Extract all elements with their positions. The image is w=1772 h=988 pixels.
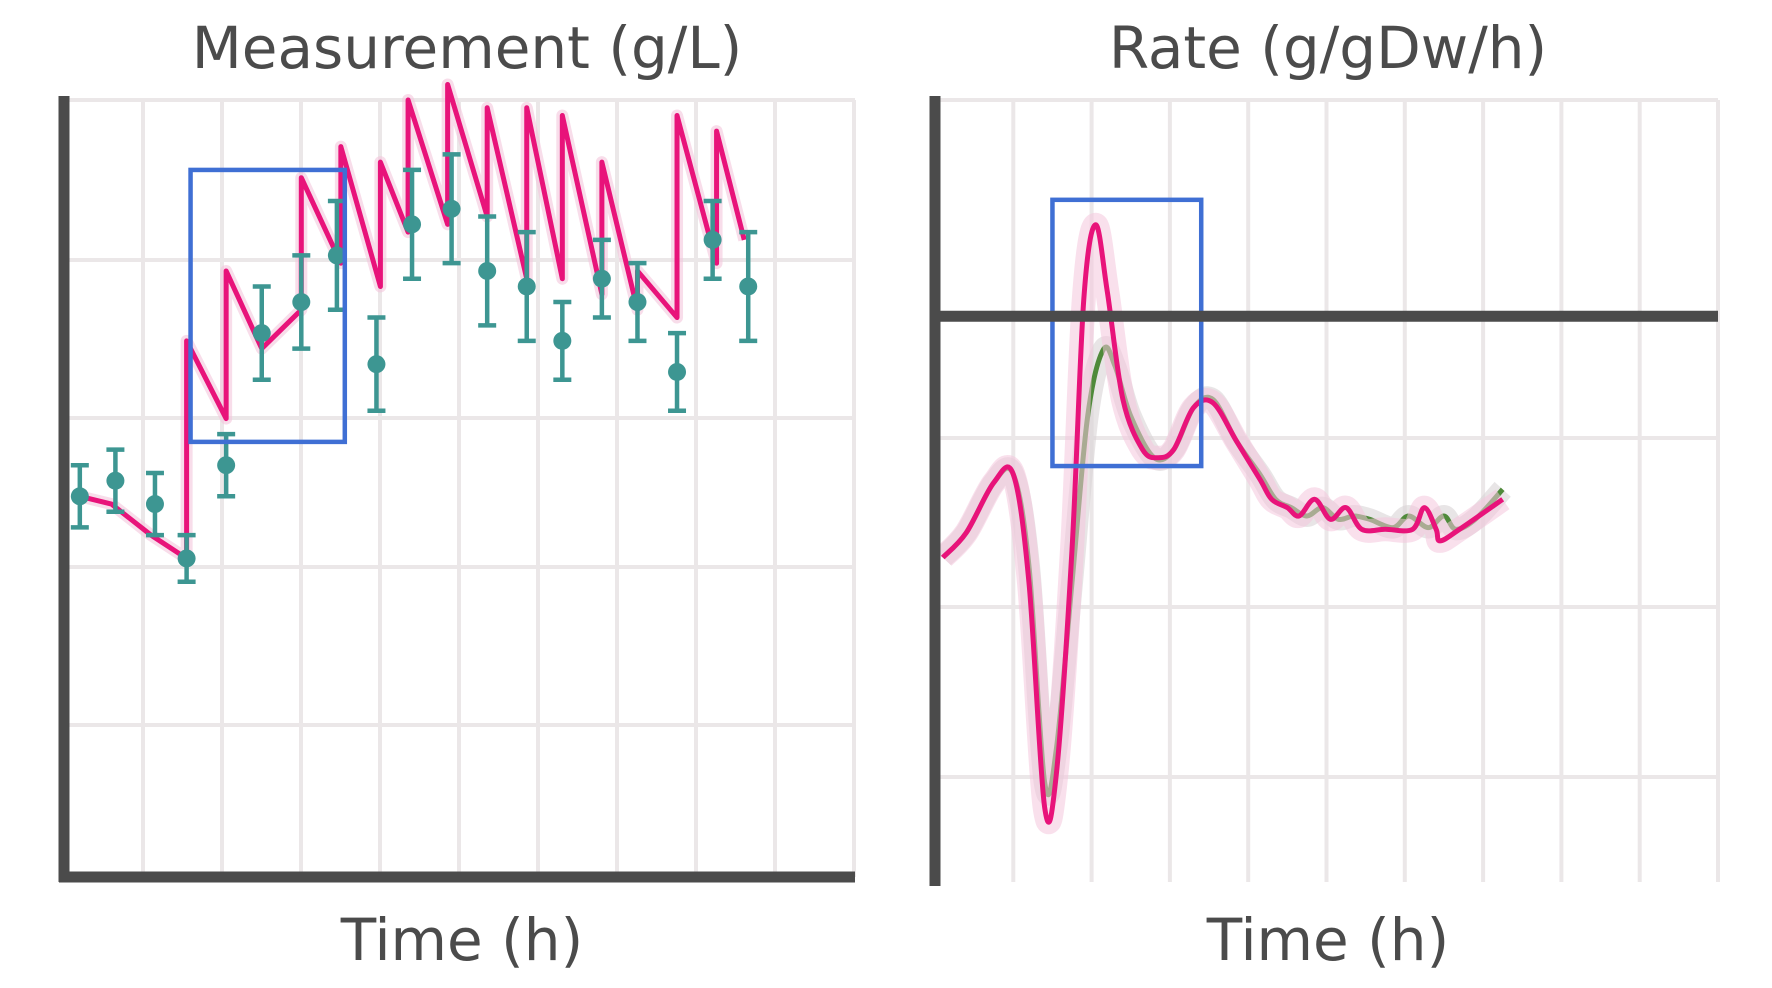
measurement-point bbox=[145, 470, 164, 538]
measurement-point bbox=[517, 229, 536, 344]
data-point bbox=[703, 230, 722, 249]
data-point bbox=[739, 277, 758, 296]
rate-title: Rate (g/gDw/h) bbox=[1109, 14, 1547, 82]
data-point bbox=[252, 324, 271, 343]
measurement-point bbox=[177, 532, 196, 584]
data-point bbox=[177, 549, 196, 568]
measurement-point bbox=[592, 237, 611, 320]
data-point bbox=[628, 293, 647, 312]
measurement-x-label: Time (h) bbox=[340, 906, 583, 974]
data-point bbox=[145, 495, 164, 514]
data-point bbox=[553, 331, 572, 350]
data-point bbox=[442, 199, 461, 218]
data-point bbox=[292, 293, 311, 312]
measurement-point bbox=[739, 229, 758, 344]
rate-model-line bbox=[934, 212, 1510, 835]
data-point bbox=[367, 355, 386, 374]
data-point bbox=[327, 246, 346, 265]
measurement-model-line bbox=[78, 78, 751, 565]
data-point bbox=[403, 215, 422, 234]
measurement-data-points bbox=[70, 152, 758, 584]
data-point bbox=[478, 261, 497, 280]
measurement-point bbox=[442, 152, 461, 266]
measurement-point bbox=[403, 167, 422, 281]
data-point bbox=[70, 487, 89, 506]
data-point bbox=[668, 362, 687, 381]
data-point bbox=[217, 456, 236, 475]
measurement-title: Measurement (g/L) bbox=[192, 14, 743, 82]
measurement-point bbox=[70, 462, 89, 530]
measurement-point bbox=[628, 260, 647, 344]
measurement-panel: Measurement (g/L) Time (h) bbox=[58, 14, 856, 974]
rate-panel: Rate (g/gDw/h) Time (h) bbox=[929, 14, 1720, 974]
model-uncertainty-band bbox=[78, 78, 751, 565]
measurement-point bbox=[703, 198, 722, 281]
data-point bbox=[106, 471, 125, 490]
rate-highlight-box bbox=[1050, 197, 1204, 469]
measurement-grid bbox=[64, 98, 856, 877]
rate-x-label: Time (h) bbox=[1206, 906, 1449, 974]
data-point bbox=[517, 277, 536, 296]
model-line bbox=[941, 222, 1505, 825]
measurement-point bbox=[367, 315, 386, 414]
measurement-point bbox=[478, 214, 497, 328]
measurement-highlight-box bbox=[188, 167, 348, 445]
measurement-point bbox=[217, 431, 236, 499]
measurement-point bbox=[292, 253, 311, 351]
measurement-point bbox=[252, 284, 271, 382]
data-point bbox=[592, 269, 611, 288]
measurement-point bbox=[668, 330, 687, 414]
measurement-point bbox=[106, 447, 125, 515]
measurement-point bbox=[553, 299, 572, 382]
